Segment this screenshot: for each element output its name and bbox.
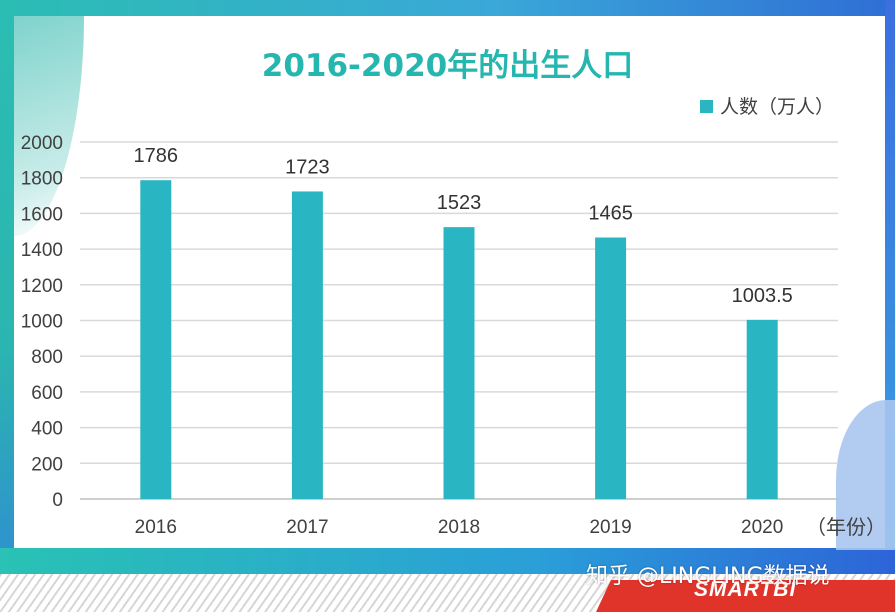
frame-left-border [0, 0, 14, 578]
x-tick-label: 2017 [286, 517, 328, 538]
frame-top-border [0, 0, 895, 16]
y-tick-label: 1200 [21, 276, 63, 297]
data-label: 1465 [588, 202, 633, 224]
chart-title: 2016-2020年的出生人口 [261, 48, 634, 84]
frame-bottom-border [0, 548, 895, 578]
x-tick-label: 2018 [438, 517, 480, 538]
brand-logo-text: SMARTBI [694, 578, 797, 601]
legend-swatch [700, 100, 713, 113]
y-tick-label: 1800 [21, 169, 63, 190]
y-tick-label: 0 [52, 490, 63, 511]
y-tick-label: 600 [31, 383, 63, 404]
x-tick-label: 2020 [741, 517, 783, 538]
y-tick-label: 200 [31, 454, 63, 475]
y-tick-label: 1000 [21, 312, 63, 333]
y-tick-label: 1600 [21, 204, 63, 225]
data-label: 1786 [134, 145, 179, 167]
data-label: 1723 [285, 156, 330, 178]
bar [595, 237, 627, 499]
y-tick-label: 1400 [21, 240, 63, 261]
bar [291, 191, 323, 499]
y-tick-label: 400 [31, 419, 63, 440]
bar [746, 319, 778, 499]
x-tick-label: 2019 [589, 517, 631, 538]
legend-label: 人数（万人） [720, 96, 834, 118]
data-label: 1523 [437, 192, 482, 214]
bar [140, 180, 172, 499]
y-tick-label: 2000 [21, 133, 63, 154]
frame-right-border [885, 0, 895, 560]
data-label: 1003.5 [732, 285, 793, 307]
watermark-text: 知乎 @LINGLING数据说 [586, 564, 830, 589]
x-tick-label: 2016 [135, 517, 177, 538]
bar [443, 227, 475, 499]
x-axis-label: （年份） [806, 516, 886, 539]
y-tick-label: 800 [31, 347, 63, 368]
